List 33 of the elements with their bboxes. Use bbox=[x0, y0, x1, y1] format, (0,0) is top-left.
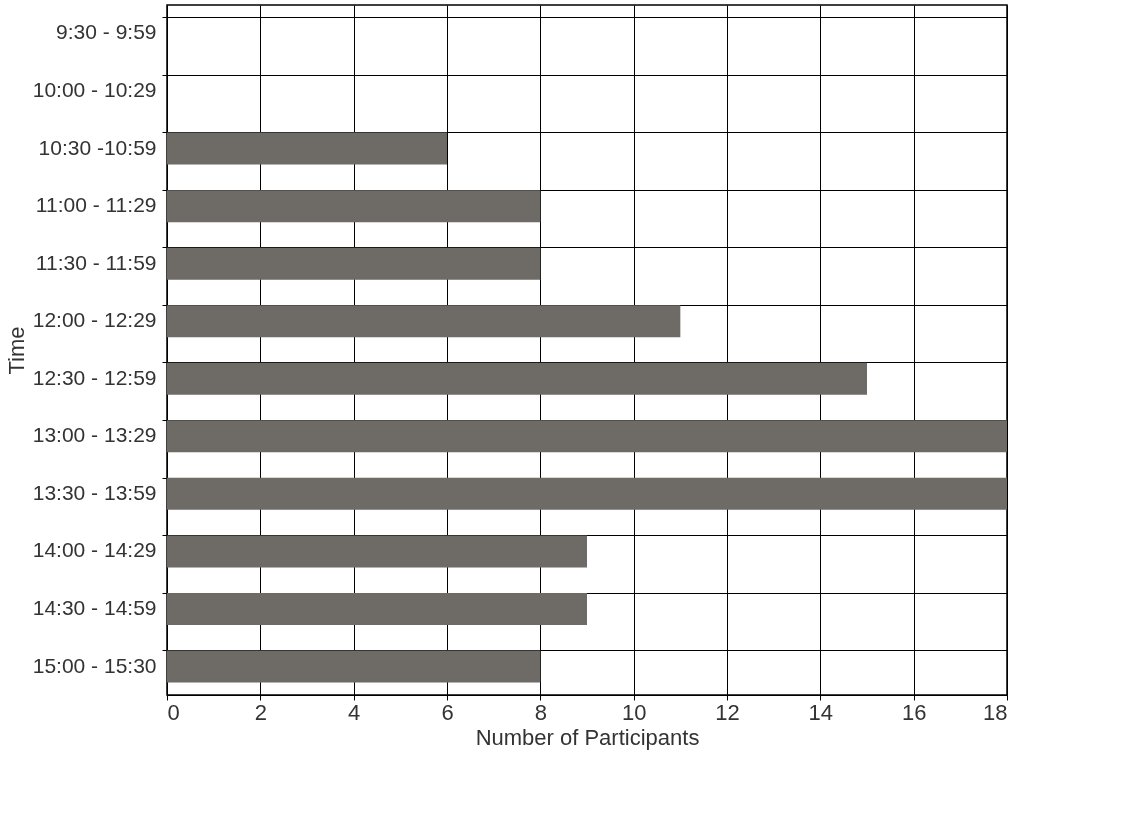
y-tick-label: 11:00 - 11:29 bbox=[35, 193, 157, 217]
y-tick-label: 11:30 - 11:59 bbox=[35, 250, 157, 274]
x-tick-label: 6 bbox=[441, 699, 454, 725]
x-tick-label: 14 bbox=[808, 699, 834, 725]
x-tick-label: 0 bbox=[167, 699, 180, 725]
x-tick-label: 2 bbox=[254, 699, 267, 725]
bar bbox=[167, 362, 867, 395]
x-tick-label: 10 bbox=[621, 699, 647, 725]
y-tick-label: 13:00 - 13:29 bbox=[32, 423, 157, 447]
bar bbox=[167, 190, 541, 223]
y-tick-label: 14:00 - 14:29 bbox=[32, 538, 157, 562]
x-tick-label: 8 bbox=[534, 699, 547, 725]
y-tick-label: 10:00 - 10:29 bbox=[32, 78, 157, 102]
y-tick-label: 9:30 - 9:59 bbox=[56, 20, 157, 44]
bar bbox=[167, 305, 681, 338]
y-tick-label: 10:30 -10:59 bbox=[38, 135, 157, 159]
x-axis-title: Number of Participants bbox=[475, 724, 700, 750]
x-tick-label: 12 bbox=[715, 699, 740, 725]
y-tick-label: 15:00 - 15:30 bbox=[32, 653, 157, 677]
bar bbox=[167, 535, 587, 568]
x-tick-label: 18 bbox=[983, 699, 1008, 725]
bar bbox=[167, 592, 587, 625]
bar bbox=[167, 132, 447, 165]
bar bbox=[167, 477, 1007, 510]
y-tick-label: 12:30 - 12:59 bbox=[32, 365, 157, 389]
y-tick-label: 13:30 - 13:59 bbox=[32, 480, 157, 504]
bar bbox=[167, 650, 541, 683]
bar bbox=[167, 247, 541, 280]
y-axis-title: Time bbox=[3, 326, 29, 375]
x-tick-label: 4 bbox=[348, 699, 361, 725]
x-tick-label: 16 bbox=[901, 699, 927, 725]
y-tick-label: 14:30 - 14:59 bbox=[32, 595, 157, 619]
y-tick-label: 12:00 - 12:29 bbox=[32, 308, 157, 332]
